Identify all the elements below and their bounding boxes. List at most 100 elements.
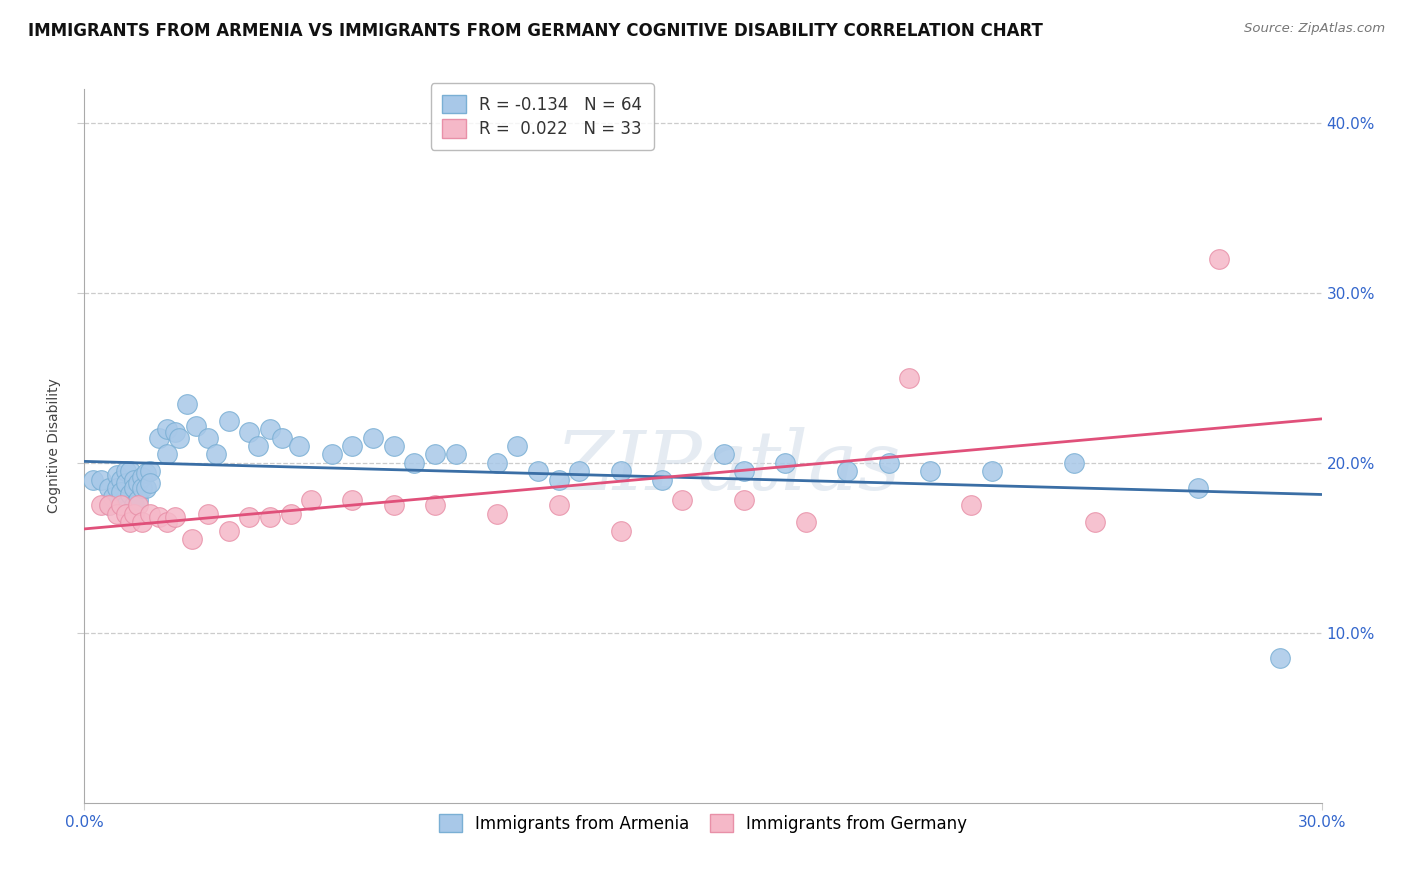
Point bbox=[110, 484, 132, 499]
Point bbox=[105, 482, 128, 496]
Point bbox=[90, 473, 112, 487]
Point bbox=[342, 439, 364, 453]
Point bbox=[218, 413, 240, 427]
Point bbox=[148, 430, 170, 444]
Point bbox=[423, 448, 446, 462]
Point bbox=[122, 499, 145, 513]
Point bbox=[568, 465, 591, 479]
Point bbox=[1084, 516, 1107, 530]
Point bbox=[246, 439, 269, 453]
Point bbox=[775, 456, 797, 470]
Point bbox=[131, 516, 153, 530]
Point bbox=[547, 473, 569, 487]
Point bbox=[105, 507, 128, 521]
Point bbox=[165, 510, 187, 524]
Point bbox=[485, 507, 508, 521]
Point bbox=[288, 439, 311, 453]
Point bbox=[382, 499, 405, 513]
Point bbox=[184, 418, 207, 433]
Point bbox=[609, 465, 631, 479]
Point bbox=[733, 493, 755, 508]
Point bbox=[651, 473, 673, 487]
Point bbox=[110, 499, 132, 513]
Point bbox=[197, 507, 219, 521]
Point bbox=[135, 466, 157, 480]
Y-axis label: Cognitive Disability: Cognitive Disability bbox=[48, 378, 62, 514]
Point bbox=[122, 482, 145, 496]
Point bbox=[114, 499, 136, 513]
Point bbox=[165, 425, 187, 440]
Point bbox=[110, 473, 132, 487]
Point bbox=[139, 465, 162, 479]
Point bbox=[1063, 456, 1085, 470]
Point bbox=[794, 516, 817, 530]
Point bbox=[114, 507, 136, 521]
Point bbox=[259, 510, 281, 524]
Point bbox=[960, 499, 983, 513]
Point bbox=[103, 490, 125, 504]
Point bbox=[1208, 252, 1230, 266]
Point bbox=[180, 533, 202, 547]
Point bbox=[122, 507, 145, 521]
Point bbox=[527, 465, 550, 479]
Point bbox=[1270, 651, 1292, 665]
Point bbox=[980, 465, 1002, 479]
Point bbox=[444, 448, 467, 462]
Point bbox=[205, 448, 228, 462]
Point bbox=[98, 499, 121, 513]
Point bbox=[280, 507, 302, 521]
Point bbox=[127, 476, 149, 491]
Text: Source: ZipAtlas.com: Source: ZipAtlas.com bbox=[1244, 22, 1385, 36]
Point bbox=[898, 371, 921, 385]
Point bbox=[485, 456, 508, 470]
Point bbox=[423, 499, 446, 513]
Point bbox=[118, 465, 141, 479]
Text: ZIPatlas: ZIPatlas bbox=[555, 427, 900, 508]
Point bbox=[135, 482, 157, 496]
Point bbox=[105, 467, 128, 482]
Point bbox=[404, 456, 426, 470]
Point bbox=[167, 430, 190, 444]
Point bbox=[122, 473, 145, 487]
Point bbox=[197, 430, 219, 444]
Point bbox=[671, 493, 693, 508]
Point bbox=[299, 493, 322, 508]
Point bbox=[837, 465, 859, 479]
Point bbox=[918, 465, 941, 479]
Point bbox=[118, 516, 141, 530]
Point bbox=[139, 507, 162, 521]
Point bbox=[382, 439, 405, 453]
Point bbox=[156, 448, 179, 462]
Point bbox=[148, 510, 170, 524]
Point bbox=[361, 430, 384, 444]
Point bbox=[114, 476, 136, 491]
Text: IMMIGRANTS FROM ARMENIA VS IMMIGRANTS FROM GERMANY COGNITIVE DISABILITY CORRELAT: IMMIGRANTS FROM ARMENIA VS IMMIGRANTS FR… bbox=[28, 22, 1043, 40]
Point bbox=[98, 499, 121, 513]
Point bbox=[609, 524, 631, 538]
Point bbox=[733, 465, 755, 479]
Point bbox=[82, 473, 104, 487]
Legend: Immigrants from Armenia, Immigrants from Germany: Immigrants from Armenia, Immigrants from… bbox=[430, 805, 976, 841]
Point bbox=[713, 448, 735, 462]
Point bbox=[131, 469, 153, 483]
Point bbox=[127, 493, 149, 508]
Point bbox=[271, 430, 294, 444]
Point bbox=[321, 448, 343, 462]
Point bbox=[156, 422, 179, 436]
Point bbox=[118, 486, 141, 500]
Point bbox=[98, 482, 121, 496]
Point bbox=[114, 465, 136, 479]
Point bbox=[139, 476, 162, 491]
Point bbox=[176, 396, 198, 410]
Point bbox=[156, 516, 179, 530]
Point bbox=[90, 499, 112, 513]
Point bbox=[877, 456, 900, 470]
Point bbox=[547, 499, 569, 513]
Point bbox=[131, 482, 153, 496]
Point bbox=[238, 425, 260, 440]
Point bbox=[127, 499, 149, 513]
Point bbox=[342, 493, 364, 508]
Point bbox=[238, 510, 260, 524]
Point bbox=[506, 439, 529, 453]
Point bbox=[259, 422, 281, 436]
